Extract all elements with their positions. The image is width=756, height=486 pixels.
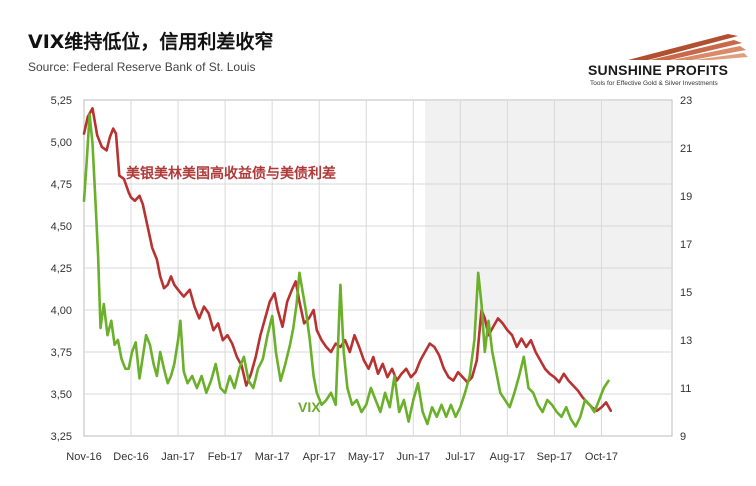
y-right-tick-label: 13: [680, 335, 692, 347]
x-tick-label: Feb-17: [208, 451, 243, 463]
y-left-tick-label: 3,50: [51, 389, 72, 401]
series-label-credit-spread: 美银美林美国高收益债与美债利差: [126, 165, 336, 182]
y-right-tick-label: 9: [680, 431, 686, 443]
y-left-tick-label: 5,25: [51, 95, 72, 107]
chart-source: Source: Federal Reserve Bank of St. Loui…: [28, 60, 256, 74]
y-left-tick-label: 4,00: [51, 305, 72, 317]
series-line-vix: [82, 113, 610, 428]
x-tick-label: Dec-16: [113, 451, 148, 463]
x-tick-label: Nov-16: [66, 451, 101, 463]
x-tick-label: Apr-17: [303, 451, 336, 463]
brand-tagline: Tools for Effective Gold & Silver Invest…: [590, 80, 718, 87]
y-left-tick-label: 4,75: [51, 179, 72, 191]
x-tick-label: Aug-17: [490, 451, 525, 463]
y-right-tick-label: 15: [680, 287, 692, 299]
x-tick-label: May-17: [348, 451, 385, 463]
y-left-tick-label: 4,50: [51, 221, 72, 233]
x-tick-label: Sep-17: [537, 451, 572, 463]
brand-name: SUNSHINE PROFITS: [588, 62, 729, 78]
chart-title: VIX维持低位，信用利差收窄: [28, 31, 274, 53]
y-right-tick-label: 11: [680, 383, 691, 395]
y-left-tick-label: 5,00: [51, 137, 72, 149]
sunrise-logo-icon: [628, 34, 748, 60]
y-left-tick-label: 4,25: [51, 263, 72, 275]
x-tick-label: Oct-17: [585, 451, 618, 463]
y-left-tick-label: 3,75: [51, 347, 72, 359]
x-tick-label: Jan-17: [161, 451, 195, 463]
x-tick-label: Jul-17: [445, 451, 475, 463]
shaded-band: [425, 101, 671, 330]
series-label-vix: VIX: [298, 399, 321, 415]
x-tick-label: Mar-17: [255, 451, 290, 463]
y-right-tick-label: 17: [680, 239, 692, 251]
brand-logo: SUNSHINE PROFITS Tools for Effective Gol…: [588, 32, 748, 94]
y-left-tick-label: 3,25: [51, 431, 72, 443]
y-right-tick-label: 19: [680, 191, 692, 203]
y-right-tick-label: 23: [680, 95, 692, 107]
x-tick-label: Jun-17: [396, 451, 430, 463]
y-right-tick-label: 21: [680, 143, 692, 155]
